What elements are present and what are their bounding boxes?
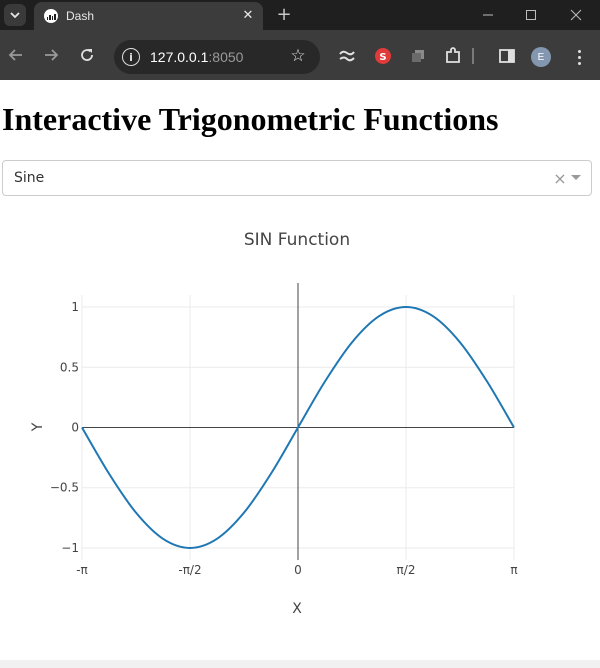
y-tick-label: −1 <box>61 541 79 555</box>
sin-chart[interactable]: -π -π/2 0 π/2 π −1 −0.5 0 0.5 1 SIN Function X Y <box>0 212 600 652</box>
extensions-puzzle-icon[interactable] <box>444 47 462 65</box>
address-bar[interactable]: i 127.0.0.1:8050 ☆ <box>114 40 320 74</box>
site-info-icon[interactable]: i <box>122 48 140 66</box>
extension-copy-icon[interactable] <box>409 47 427 65</box>
svg-text:S: S <box>379 52 386 63</box>
y-tick-label: 1 <box>71 300 79 314</box>
y-tick-label: 0 <box>71 421 79 435</box>
side-panel-icon[interactable] <box>498 47 516 65</box>
x-tick-label: π <box>510 563 517 577</box>
chevron-down-icon <box>10 12 20 19</box>
browser-toolbar: i 127.0.0.1:8050 ☆ S E <box>0 30 600 80</box>
extension-sync-icon[interactable] <box>338 47 356 65</box>
minimize-icon[interactable] <box>477 4 499 26</box>
page-title: Interactive Trigonometric Functions <box>2 101 499 137</box>
dropdown-arrow-icon[interactable] <box>571 175 581 180</box>
clear-selection-icon[interactable]: × <box>553 168 567 188</box>
dash-favicon-icon <box>44 9 58 23</box>
browser-tab-bar: Dash ✕ + <box>0 0 600 32</box>
forward-arrow-icon[interactable] <box>41 45 61 65</box>
maximize-icon[interactable] <box>520 4 542 26</box>
bookmark-star-icon[interactable]: ☆ <box>290 46 306 66</box>
y-axis-label: Y <box>30 422 46 432</box>
profile-avatar[interactable]: E <box>531 47 551 67</box>
browser-tab[interactable]: Dash ✕ <box>34 2 263 32</box>
dropdown-selected-value: Sine <box>14 170 45 186</box>
chart-svg: -π -π/2 0 π/2 π −1 −0.5 0 0.5 1 SIN Function X Y <box>30 230 518 617</box>
x-tick-label: -π <box>76 563 88 577</box>
x-axis-label: X <box>292 601 302 617</box>
y-tick-label: −0.5 <box>50 481 79 495</box>
url-text: 127.0.0.1:8050 <box>150 49 244 65</box>
function-dropdown[interactable]: Sine × <box>2 160 592 196</box>
tab-search-button[interactable] <box>4 4 26 26</box>
tab-title: Dash <box>66 9 95 23</box>
y-tick-label: 0.5 <box>60 360 79 374</box>
x-tick-label: 0 <box>294 563 302 577</box>
tab-close-icon[interactable]: ✕ <box>242 7 254 23</box>
extension-shield-icon[interactable]: S <box>374 47 392 65</box>
x-tick-label: π/2 <box>397 563 416 577</box>
x-tick-label: -π/2 <box>178 563 201 577</box>
menu-kebab-icon[interactable] <box>571 47 587 67</box>
reload-icon[interactable] <box>77 45 97 65</box>
back-arrow-icon[interactable] <box>6 45 26 65</box>
window-close-icon[interactable] <box>565 4 587 26</box>
page-bottom-edge <box>0 660 600 668</box>
toolbar-divider <box>472 48 474 64</box>
new-tab-icon[interactable]: + <box>276 3 292 25</box>
chart-title: SIN Function <box>244 230 350 250</box>
